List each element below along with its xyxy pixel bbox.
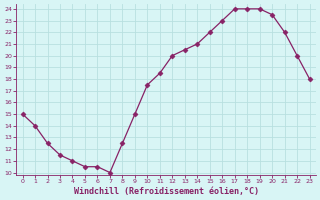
X-axis label: Windchill (Refroidissement éolien,°C): Windchill (Refroidissement éolien,°C) [74, 187, 259, 196]
